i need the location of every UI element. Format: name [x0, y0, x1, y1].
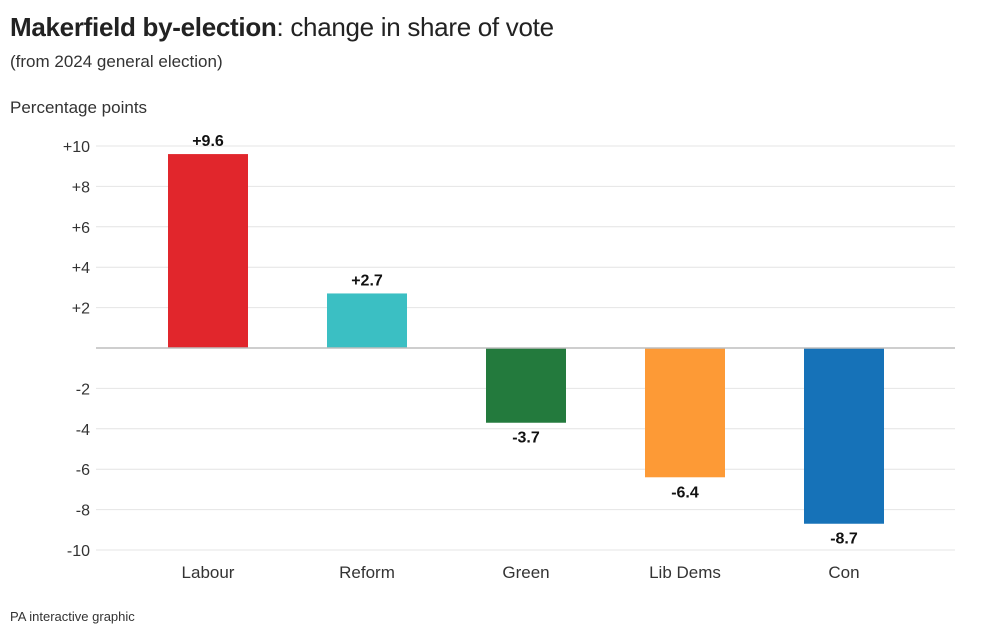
source-note: PA interactive graphic — [10, 609, 135, 624]
category-label: Labour — [182, 563, 235, 582]
chart-title-rest: : change in share of vote — [276, 12, 554, 42]
data-label: +9.6 — [192, 133, 224, 150]
y-tick-label: -4 — [76, 422, 90, 439]
y-tick-label: -8 — [76, 503, 90, 520]
data-label: -6.4 — [671, 484, 699, 501]
y-tick-label: -10 — [67, 543, 90, 560]
bar-reform — [327, 293, 407, 348]
bar-green — [486, 348, 566, 423]
y-tick-label: +2 — [72, 301, 90, 318]
bar-con — [804, 348, 884, 524]
y-tick-label: +6 — [72, 220, 90, 237]
chart-title-bold: Makerfield by-election — [10, 12, 277, 42]
bar-labour — [168, 154, 248, 348]
category-label: Reform — [339, 563, 395, 582]
data-label: -8.7 — [830, 531, 858, 548]
data-label: +2.7 — [351, 272, 383, 289]
y-tick-label: +8 — [72, 179, 90, 196]
category-label: Lib Dems — [649, 563, 721, 582]
chart-title: Makerfield by-election: change in share … — [10, 12, 554, 43]
y-tick-label: +10 — [63, 139, 90, 156]
category-label: Green — [502, 563, 549, 582]
y-tick-label: -2 — [76, 381, 90, 398]
y-tick-label: +4 — [72, 260, 90, 277]
bar-lib-dems — [645, 348, 725, 478]
chart-subtitle: (from 2024 general election) — [10, 52, 223, 71]
y-tick-label: -6 — [76, 462, 90, 479]
data-label: -3.7 — [512, 430, 540, 447]
category-label: Con — [828, 563, 859, 582]
y-axis-label: Percentage points — [10, 98, 148, 117]
